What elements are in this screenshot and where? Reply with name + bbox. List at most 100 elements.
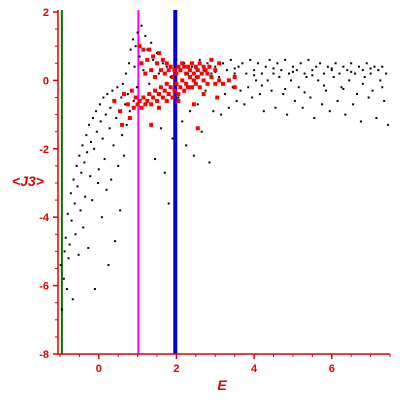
- data-point: [71, 298, 74, 301]
- data-point: [141, 95, 146, 100]
- data-point: [317, 79, 320, 82]
- data-point: [60, 308, 63, 311]
- data-point: [186, 85, 191, 90]
- data-point: [91, 117, 94, 120]
- data-point: [307, 58, 310, 61]
- data-point: [221, 81, 226, 86]
- data-point: [185, 144, 188, 147]
- data-point: [330, 69, 333, 72]
- data-point: [129, 48, 132, 51]
- data-point: [118, 109, 123, 114]
- data-point: [326, 65, 329, 68]
- data-point: [199, 71, 204, 76]
- data-point: [62, 277, 65, 280]
- data-point: [123, 154, 126, 157]
- data-point: [235, 99, 238, 102]
- data-point: [168, 85, 173, 90]
- data-point: [299, 62, 302, 65]
- data-point: [311, 74, 314, 77]
- data-point: [229, 58, 232, 61]
- data-point: [354, 72, 357, 75]
- data-point: [111, 89, 114, 92]
- axes-layer: 2 0 -2 -4 -6 -8 0 2 4 6: [39, 7, 391, 375]
- data-point: [284, 87, 287, 90]
- data-point: [223, 93, 226, 96]
- data-point: [218, 75, 221, 78]
- data-point: [160, 95, 165, 100]
- data-point: [189, 85, 194, 90]
- data-point: [89, 175, 92, 178]
- data-point: [373, 65, 376, 68]
- data-point: [286, 113, 289, 116]
- data-point: [342, 65, 345, 68]
- data-point: [160, 57, 165, 62]
- data-point: [99, 120, 102, 123]
- data-point: [195, 126, 200, 131]
- data-point: [59, 264, 62, 267]
- data-point: [272, 67, 275, 70]
- data-point: [311, 69, 314, 72]
- data-point: [122, 92, 127, 97]
- data-point: [174, 81, 179, 86]
- data-point: [66, 212, 69, 215]
- data-point: [227, 106, 230, 109]
- data-point: [239, 89, 242, 92]
- data-point: [133, 95, 138, 100]
- data-point: [330, 67, 333, 70]
- data-point: [153, 74, 158, 79]
- data-point: [198, 58, 201, 61]
- data-point: [106, 93, 109, 96]
- data-point: [253, 74, 256, 77]
- data-point: [383, 99, 386, 102]
- data-point: [138, 55, 141, 58]
- y-tick-label: -6: [39, 281, 49, 293]
- data-point: [128, 62, 131, 65]
- data-point: [213, 68, 218, 73]
- data-point: [258, 93, 261, 96]
- data-point: [233, 67, 236, 70]
- data-point: [80, 171, 83, 174]
- data-point: [125, 123, 128, 126]
- data-point: [213, 81, 218, 86]
- data-point: [73, 202, 76, 205]
- data-point: [78, 154, 81, 157]
- data-point: [139, 61, 144, 66]
- data-point: [75, 164, 78, 167]
- data-point: [119, 209, 122, 212]
- data-point: [195, 74, 200, 79]
- data-point: [361, 82, 364, 85]
- data-point: [135, 102, 140, 107]
- data-point: [120, 122, 125, 127]
- data-point: [328, 110, 331, 113]
- data-point: [124, 72, 127, 75]
- data-point: [225, 69, 228, 72]
- data-point: [95, 110, 98, 113]
- data-point: [176, 92, 181, 97]
- data-point: [124, 103, 127, 106]
- data-point: [151, 54, 156, 59]
- data-point: [132, 99, 135, 102]
- data-point: [189, 61, 194, 66]
- data-point: [188, 68, 193, 73]
- data-point: [359, 120, 362, 123]
- data-point: [115, 117, 118, 120]
- data-point: [203, 68, 208, 73]
- data-point: [83, 161, 86, 164]
- data-point: [336, 99, 339, 102]
- data-point: [193, 81, 198, 86]
- data-point: [91, 199, 94, 202]
- data-point: [129, 88, 134, 93]
- data-point: [116, 86, 119, 89]
- y-axis-label: <J3>: [12, 173, 44, 189]
- data-point: [321, 103, 324, 106]
- data-point: [167, 202, 170, 205]
- data-point: [171, 137, 174, 140]
- data-point: [350, 62, 353, 65]
- data-point: [135, 86, 138, 89]
- data-point: [301, 106, 304, 109]
- data-point: [291, 70, 294, 73]
- data-point: [88, 123, 91, 126]
- y-tick-label: -8: [39, 349, 49, 361]
- data-point: [214, 65, 217, 68]
- data-point: [125, 102, 130, 107]
